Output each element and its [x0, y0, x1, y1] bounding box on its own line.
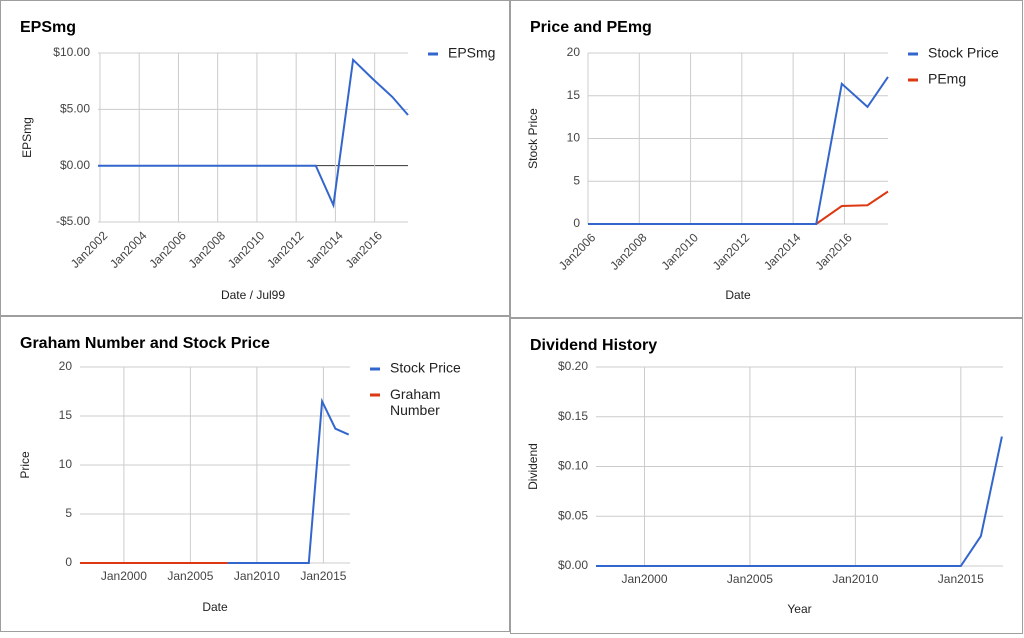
- line-series: [98, 57, 409, 209]
- chart-title: EPSmg: [20, 19, 76, 36]
- y-axis-title: EPSmg: [20, 117, 34, 158]
- legend-label: EPSmg: [448, 45, 495, 61]
- y-tick-label: 20: [59, 359, 73, 373]
- legend-label: Stock Price: [928, 45, 999, 61]
- y-tick-label: $0.00: [60, 158, 90, 172]
- panel: [510, 318, 1023, 634]
- y-tick-label: 0: [573, 216, 580, 230]
- y-tick-label: -$5.00: [56, 214, 90, 228]
- y-tick-label: $0.15: [558, 409, 588, 423]
- x-tick-label: Jan2005: [167, 569, 213, 583]
- y-axis-title: Dividend: [526, 443, 540, 490]
- y-tick-label: $5.00: [60, 102, 90, 116]
- y-axis-title: Price: [18, 451, 32, 479]
- y-tick-label: $0.00: [558, 558, 588, 572]
- legend-label: PEmg: [928, 71, 966, 87]
- x-tick-label: Jan2000: [621, 572, 667, 586]
- line-series: [588, 76, 889, 225]
- y-tick-label: $0.20: [558, 359, 588, 373]
- y-tick-label: 15: [59, 408, 73, 422]
- y-tick-label: $0.05: [558, 508, 588, 522]
- y-axis-title: Stock Price: [526, 108, 540, 169]
- y-tick-label: 10: [567, 131, 581, 145]
- y-tick-label: 10: [59, 457, 73, 471]
- y-tick-label: 0: [65, 555, 72, 569]
- x-tick-label: Jan2010: [234, 569, 280, 583]
- legend-label: Graham Number: [390, 386, 444, 418]
- x-axis-title: Date: [725, 288, 751, 302]
- legend-label: Stock Price: [390, 360, 461, 376]
- chart-title: Graham Number and Stock Price: [20, 335, 270, 352]
- y-tick-label: $10.00: [53, 45, 90, 59]
- x-tick-label: Jan2015: [938, 572, 984, 586]
- x-axis-title: Date / Jul99: [221, 288, 285, 302]
- y-tick-label: 20: [567, 45, 581, 59]
- line-series: [227, 397, 350, 564]
- y-tick-label: 5: [573, 173, 580, 187]
- line-series: [596, 436, 1003, 567]
- panel: [0, 316, 510, 632]
- x-tick-label: Jan2015: [300, 569, 346, 583]
- chart-title: Dividend History: [530, 337, 657, 354]
- chart-title: Price and PEmg: [530, 19, 652, 36]
- x-axis-title: Date: [202, 600, 228, 614]
- x-tick-label: Jan2000: [101, 569, 147, 583]
- y-tick-label: 5: [65, 506, 72, 520]
- x-tick-label: Jan2010: [832, 572, 878, 586]
- x-tick-label: Jan2005: [727, 572, 773, 586]
- y-tick-label: $0.10: [558, 459, 588, 473]
- x-axis-title: Year: [787, 602, 811, 616]
- y-tick-label: 15: [567, 88, 581, 102]
